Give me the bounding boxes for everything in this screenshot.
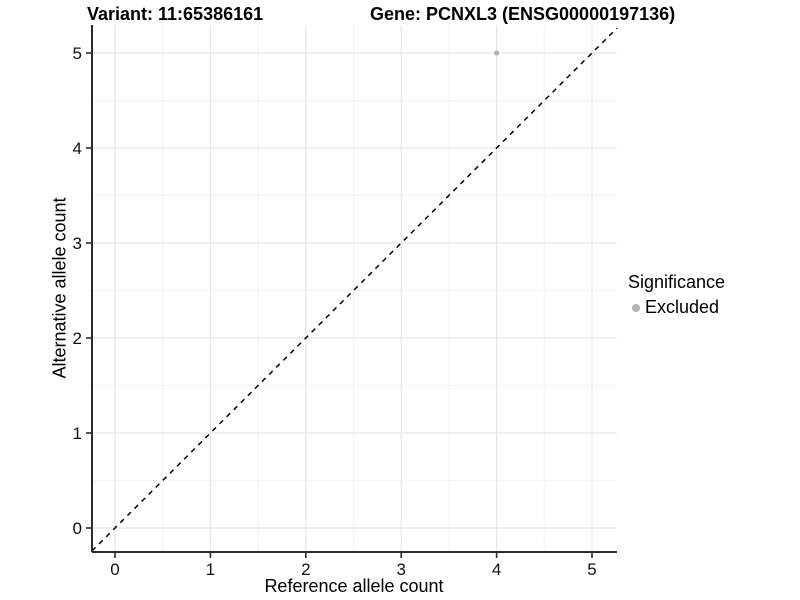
gene-title: Gene: PCNXL3 (ENSG00000197136) xyxy=(370,4,676,24)
legend-title: Significance xyxy=(628,272,726,292)
identity-reference-line xyxy=(91,27,618,552)
x-axis-title: Reference allele count xyxy=(264,576,444,596)
y-tick-label: 2 xyxy=(73,329,82,348)
y-tick-label: 3 xyxy=(73,234,82,253)
y-tick-label: 1 xyxy=(73,424,82,443)
y-tick-label: 5 xyxy=(73,44,82,63)
y-tick-label: 0 xyxy=(73,519,82,538)
legend-item-excluded: Excluded xyxy=(632,297,725,318)
variant-title: Variant: 11:65386161 xyxy=(87,4,264,24)
x-tick-label: 0 xyxy=(110,560,119,579)
x-tick-label: 5 xyxy=(587,560,596,579)
x-tick-label: 3 xyxy=(396,560,405,579)
y-tick-label: 4 xyxy=(73,139,82,158)
x-tick-label: 4 xyxy=(492,560,501,579)
excluded-point-swatch xyxy=(632,303,640,312)
data-point xyxy=(494,50,500,56)
legend: Significance Excluded xyxy=(628,272,725,318)
x-tick-label: 2 xyxy=(301,560,310,579)
y-axis-title: Alternative allele count xyxy=(49,197,70,379)
x-tick-label: 1 xyxy=(206,560,215,579)
legend-item-label: Excluded xyxy=(645,297,720,317)
